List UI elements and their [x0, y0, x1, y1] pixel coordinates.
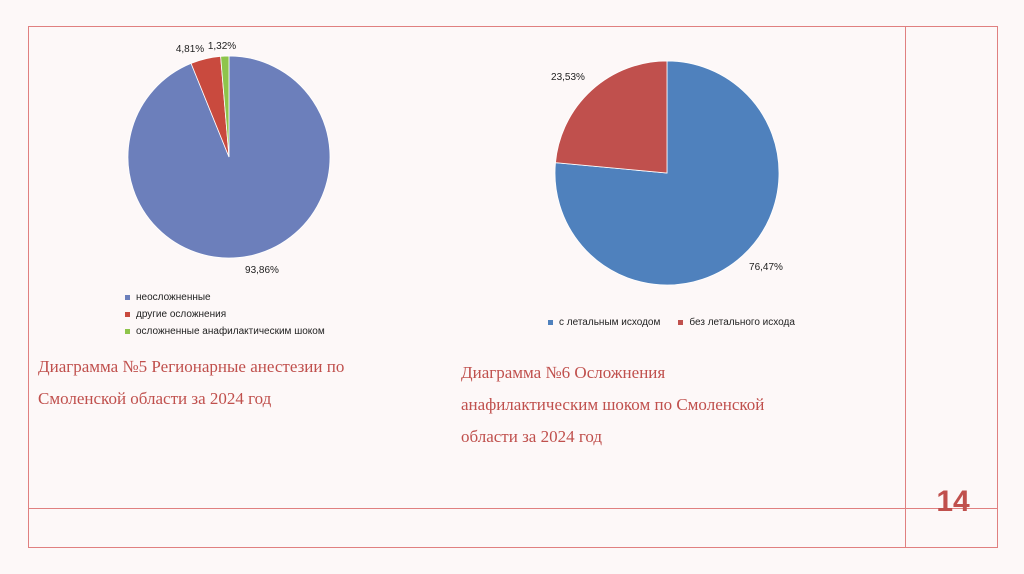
- legend-item: без летального исхода: [678, 317, 795, 328]
- legend-label: осложненные анафилактическим шоком: [136, 326, 325, 337]
- pie-slice: [554, 60, 780, 286]
- legend-swatch: [125, 312, 130, 317]
- legend-label: с летальным исходом: [559, 317, 661, 328]
- legend-swatch: [125, 329, 130, 334]
- caption-chart2: Диаграмма №6 Осложнения анафилактическим…: [461, 357, 764, 453]
- frame-top-line: [28, 26, 998, 27]
- caption-line: Диаграмма №6 Осложнения: [461, 363, 666, 382]
- data-label: 1,32%: [208, 41, 236, 52]
- page-number: 14: [936, 485, 970, 518]
- legend-swatch: [125, 295, 130, 300]
- data-label: 76,47%: [749, 262, 783, 273]
- legend-chart1: неосложненные другие осложнения осложнен…: [125, 289, 325, 340]
- legend-item: другие осложнения: [125, 306, 325, 323]
- pie-slice: [555, 60, 668, 174]
- legend-label: без летального исхода: [689, 317, 795, 328]
- legend-swatch: [678, 320, 684, 325]
- legend-chart2: с летальным исходом без летального исход…: [548, 317, 813, 328]
- legend-label: неосложненные: [136, 292, 211, 303]
- legend-label: другие осложнения: [136, 309, 227, 320]
- pie-slice: [220, 55, 230, 158]
- frame-right-line: [997, 26, 998, 548]
- frame-left-line: [28, 26, 29, 548]
- frame-divider-vertical: [905, 26, 906, 548]
- caption-line: анафилактическим шоком по Смоленской: [461, 395, 765, 414]
- data-label: 23,53%: [551, 72, 585, 83]
- legend-item: неосложненные: [125, 289, 325, 306]
- caption-line: Диаграмма №5 Регионарные анестезии по: [38, 357, 345, 376]
- frame-divider-horizontal: [28, 508, 998, 509]
- caption-line: Смоленской области за 2024 год: [38, 389, 272, 408]
- data-label: 93,86%: [245, 265, 279, 276]
- caption-chart1: Диаграмма №5 Регионарные анестезии по См…: [38, 351, 344, 415]
- legend-item: осложненные анафилактическим шоком: [125, 323, 325, 340]
- data-label: 4,81%: [176, 44, 204, 55]
- legend-item: с летальным исходом: [548, 317, 660, 328]
- frame-bottom-line: [28, 547, 998, 548]
- legend-swatch: [548, 320, 553, 325]
- caption-line: области за 2024 год: [461, 427, 603, 446]
